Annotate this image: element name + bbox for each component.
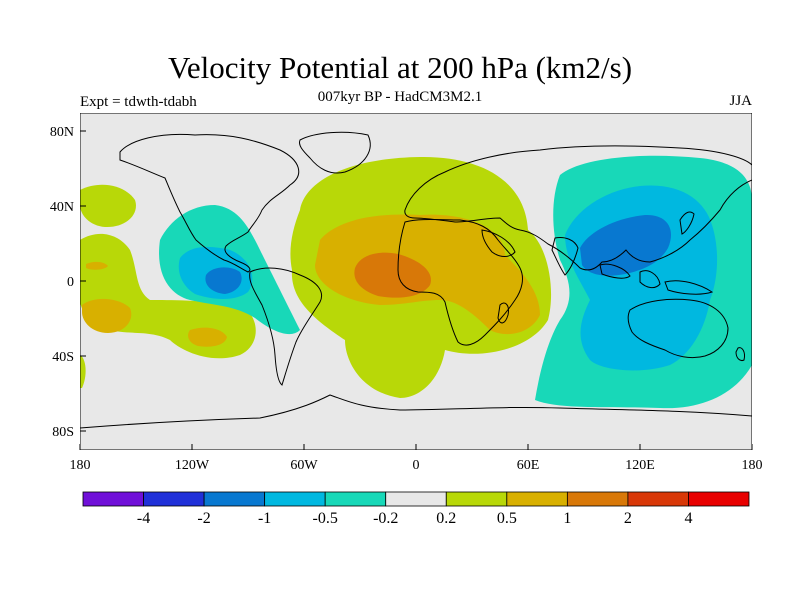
- season-label: JJA: [729, 93, 752, 109]
- peak-negative-anomaly-layer: [205, 214, 672, 294]
- colorbar-swatch: [627, 491, 689, 507]
- colorbar-label: 2: [624, 510, 632, 527]
- colorbar-label: -4: [137, 510, 150, 527]
- colorbar-label: -2: [197, 510, 210, 527]
- lon-label-120w: 120W: [175, 458, 210, 473]
- lat-label-eq: 0: [67, 275, 74, 290]
- colorbar-label: 0.5: [497, 510, 517, 527]
- lon-label-60e: 60E: [517, 458, 540, 473]
- colorbar-swatch: [203, 491, 266, 507]
- colorbar-swatch: [143, 491, 205, 507]
- colorbar-label: -1: [258, 510, 271, 527]
- lon-label-60w: 60W: [290, 458, 318, 473]
- map-title: Velocity Potential at 200 hPa (km2/s): [167, 50, 633, 85]
- axis-ticks: [79, 130, 753, 450]
- lat-label-80s: 80S: [52, 425, 74, 440]
- colorbar-swatch: [445, 491, 508, 507]
- colorbar-swatch: [264, 491, 326, 507]
- lat-label-80n: 80N: [50, 125, 74, 140]
- lon-label-180e: 180: [742, 458, 763, 473]
- colorbar-label: -0.2: [373, 510, 398, 527]
- lat-label-40s: 40S: [52, 350, 74, 365]
- colorbar-label: -0.5: [313, 510, 338, 527]
- colorbar-swatch: [385, 491, 447, 507]
- colorbar-swatch: [82, 491, 144, 507]
- colorbar-label: 4: [684, 510, 692, 527]
- lon-label-0: 0: [413, 458, 420, 473]
- colorbar-swatch: [566, 491, 629, 507]
- lat-label-40n: 40N: [50, 200, 74, 215]
- colorbar-swatch: [506, 491, 568, 507]
- colorbar-swatch: [688, 491, 750, 507]
- coastlines: [80, 131, 752, 429]
- map-plot-area: [80, 113, 752, 450]
- map-subtitle: 007kyr BP - HadCM3M2.1: [317, 89, 483, 105]
- colorbar: -4 -2 -1 -0.5 -0.2 0.2 0.5 1 2 4: [82, 491, 750, 527]
- colorbar-swatch: [324, 491, 387, 507]
- experiment-label: Expt = tdwth-tdabh: [80, 94, 197, 110]
- colorbar-label: 1: [563, 510, 571, 527]
- lon-label-120e: 120E: [625, 458, 655, 473]
- colorbar-label: 0.2: [436, 510, 456, 527]
- lon-label-180w: 180: [70, 458, 91, 473]
- peak-positive-anomaly-layer: [354, 252, 431, 298]
